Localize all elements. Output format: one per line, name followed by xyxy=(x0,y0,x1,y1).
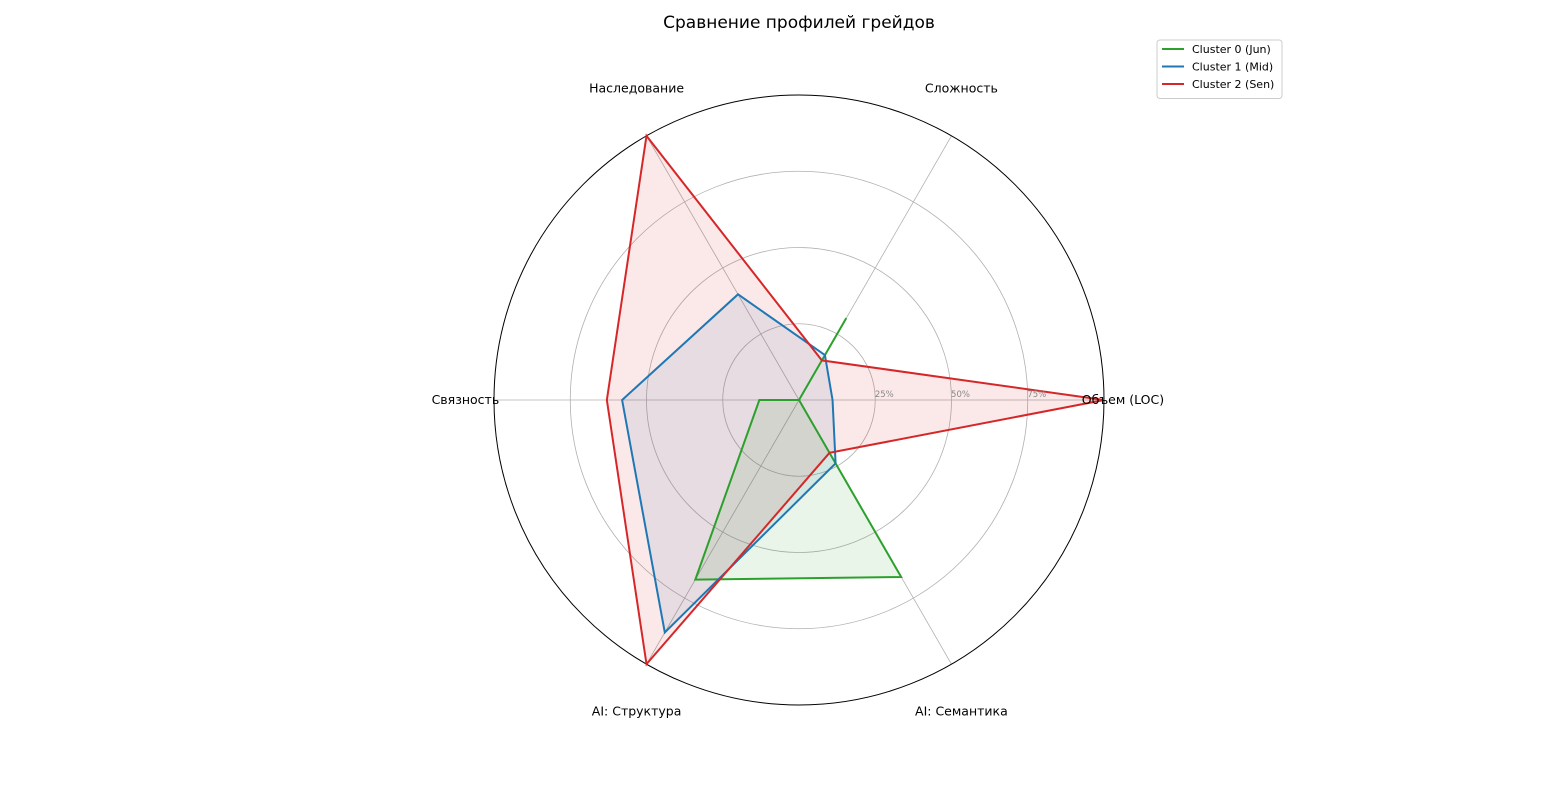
series-lines xyxy=(605,133,1105,667)
legend-box xyxy=(1156,39,1283,99)
series-fills xyxy=(606,135,1104,665)
series-fill-cluster-1 xyxy=(622,294,836,633)
axis-label-3: Наследование xyxy=(589,81,684,96)
series-fill-cluster-0 xyxy=(695,318,902,580)
radial-tick-label-3: 75% xyxy=(1027,390,1046,400)
axis-label-2: Сложность xyxy=(925,81,998,96)
axis-spoke-3 xyxy=(646,135,800,401)
tick-labels: 25% 50% 75% xyxy=(875,390,1046,400)
legend-label-cluster-1: Cluster 1 (Mid) xyxy=(1192,61,1273,74)
chart-title: Сравнение профилей грейдов xyxy=(663,13,935,33)
series-line-cluster-1 xyxy=(621,293,837,635)
series-line-cluster-2 xyxy=(605,133,1105,667)
series-fill-cluster-2 xyxy=(606,135,1104,665)
axis-label-5: AI: Структура xyxy=(592,703,682,718)
axis-spoke-5 xyxy=(646,399,800,665)
axis-label-1: Объем (LOC) xyxy=(1082,392,1164,407)
legend-label-cluster-2: Cluster 2 (Sen) xyxy=(1192,78,1274,91)
axis-label-6: AI: Семантика xyxy=(915,703,1008,718)
legend-label-cluster-0: Cluster 0 (Jun) xyxy=(1192,43,1271,56)
radial-tick-label-1: 25% xyxy=(875,390,894,400)
axis-label-4: Связность xyxy=(432,392,500,407)
legend: Cluster 0 (Jun) Cluster 1 (Mid) Cluster 2 … xyxy=(1156,39,1283,99)
series-line-cluster-0 xyxy=(693,317,903,581)
radial-tick-label-2: 50% xyxy=(951,390,970,400)
axis-labels: Объем (LOC) Сложность Наследование Связност… xyxy=(432,81,1165,719)
